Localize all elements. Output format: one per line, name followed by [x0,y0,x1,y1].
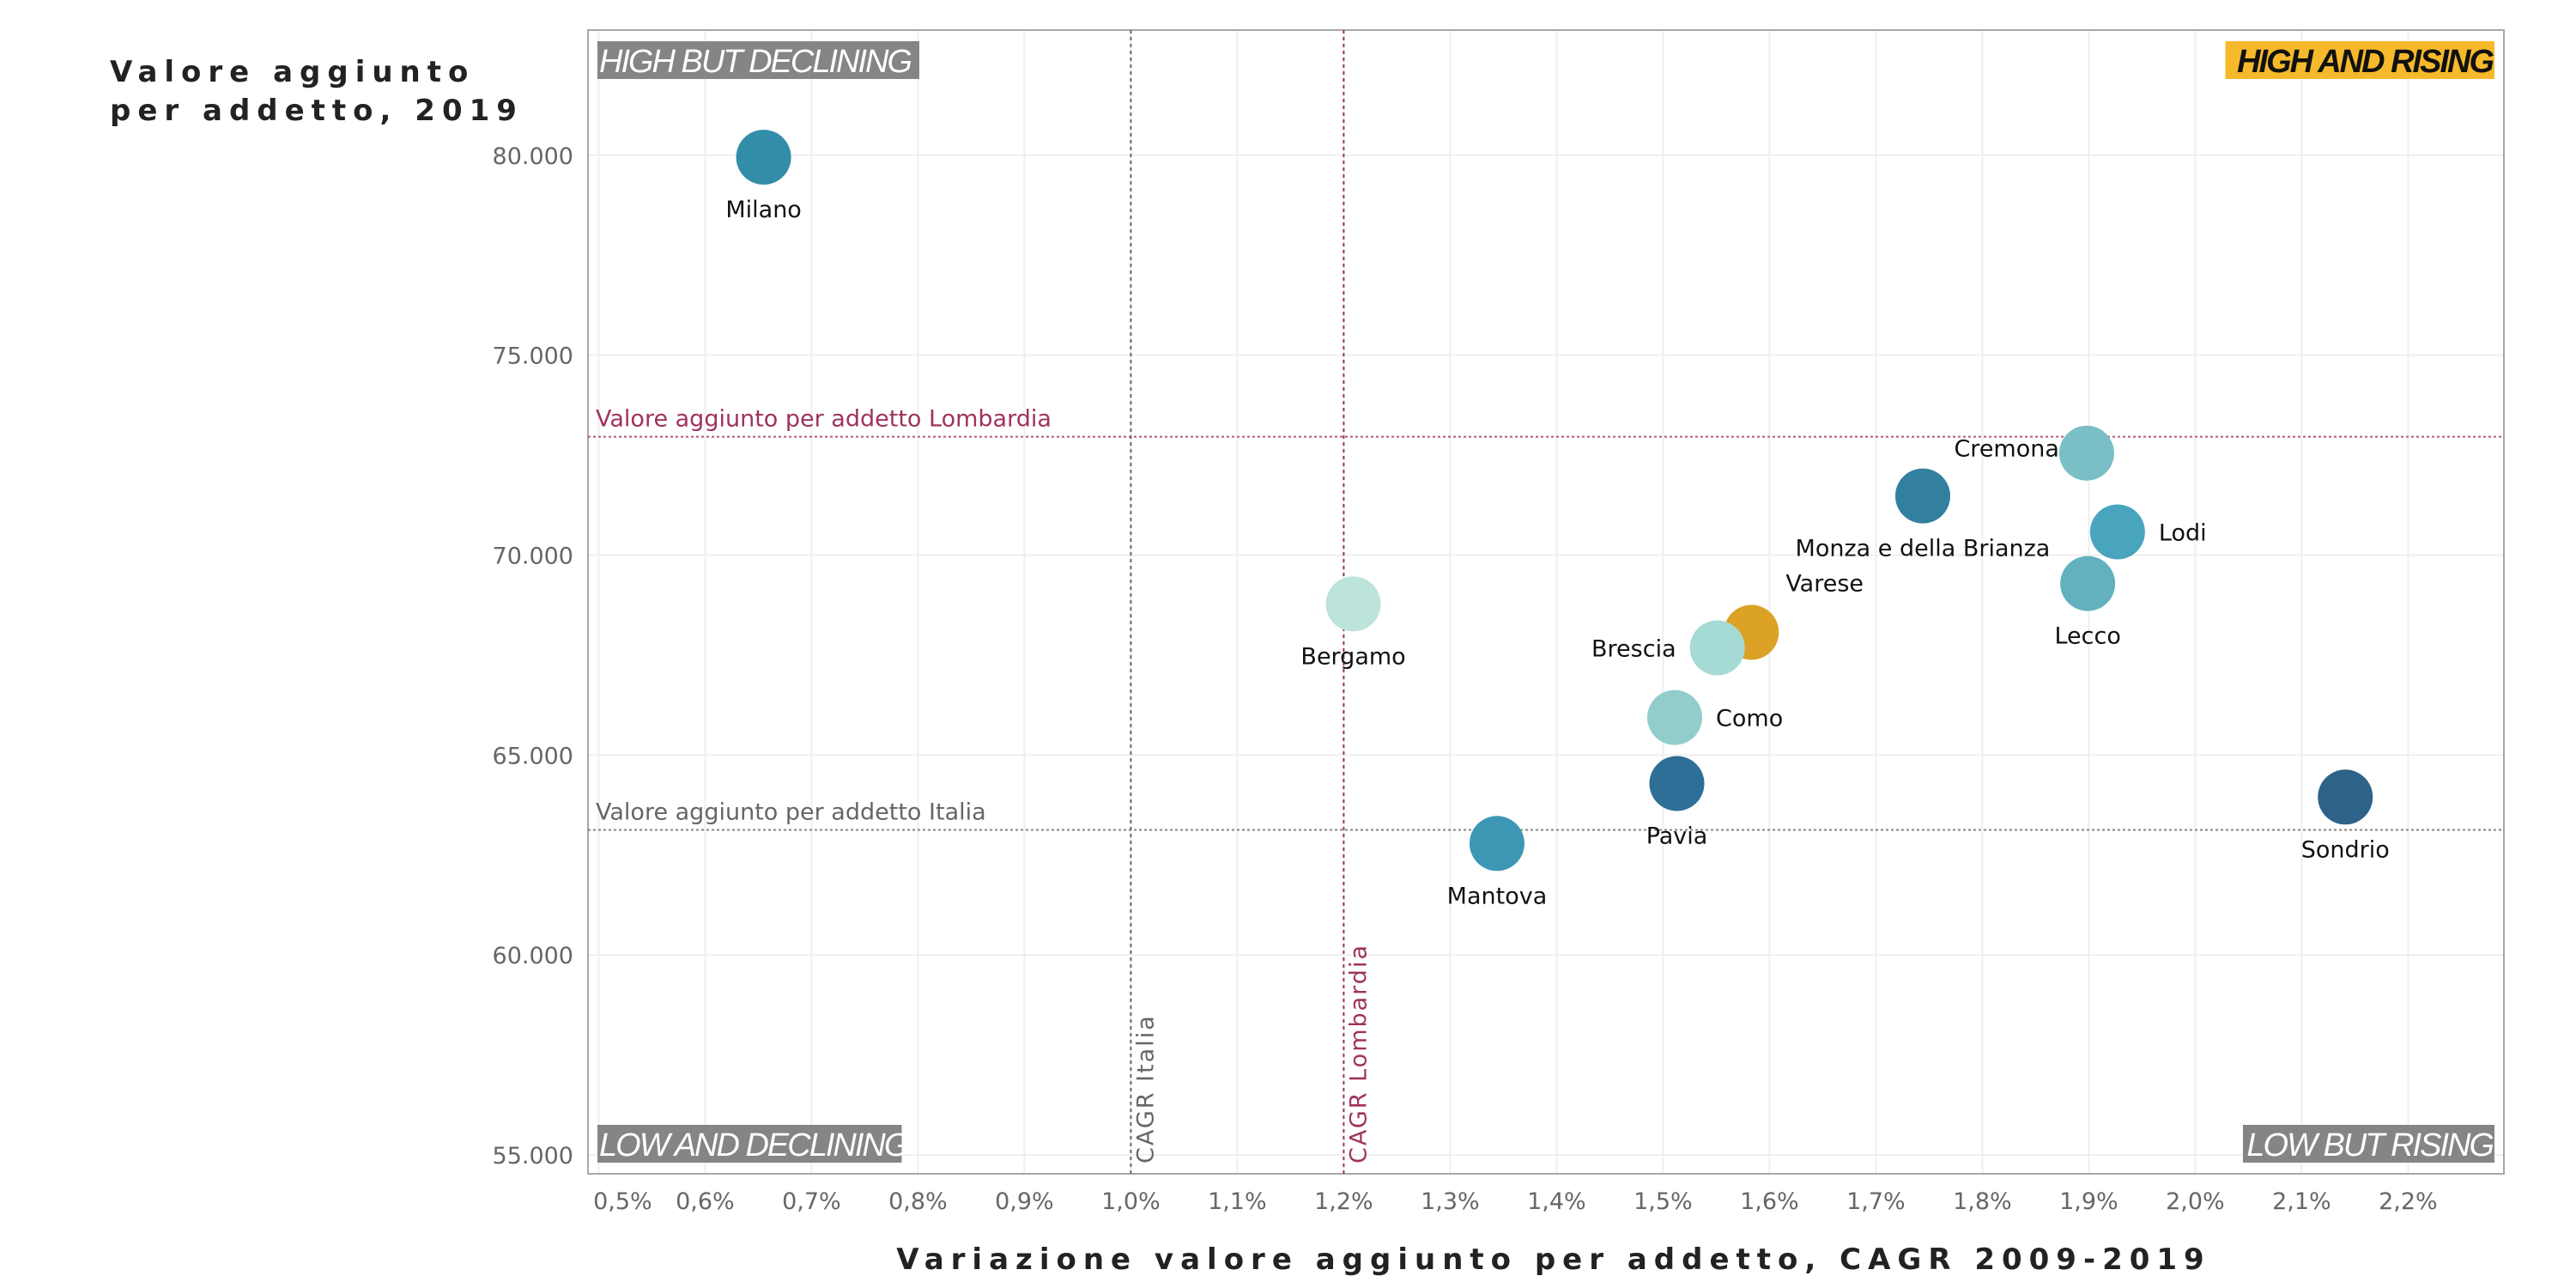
reference-line-label: Valore aggiunto per addetto Italia [596,799,986,825]
plot-border [587,29,2505,1175]
x-tick-label: 0,8% [888,1188,948,1215]
point-mantova [1469,816,1524,872]
x-tick-label: 2,1% [2272,1188,2331,1215]
point-label: Bergamo [1300,643,1405,670]
y-axis-title-line1: Valore aggiunto [110,55,475,89]
y-tick-label: 55.000 [493,1143,573,1170]
x-tick-label: 1,8% [1953,1188,2012,1215]
point-bergamo [1325,576,1381,632]
point-label: Sondrio [2301,836,2390,863]
x-axis-ticks: 0,5% 0,6% 0,7% 0,8% 0,9% 1,0% 1,1% 1,2% 1,3% 1,4%… [593,1188,2438,1215]
x-tick-label: 1,9% [2059,1188,2118,1215]
y-tick-label: 60.000 [493,943,573,969]
x-tick-label: 0,6% [676,1188,735,1215]
grid [588,30,2504,1174]
quadrant-label: LOW AND DECLINING [599,1127,908,1163]
point-lecco [2060,556,2116,611]
x-tick-label: 1,7% [1846,1188,1906,1215]
point-sondrio [2318,769,2373,825]
quadrant-label: HIGH AND RISING [2237,44,2494,80]
reference-line-label: CAGR Lombardia [1345,944,1372,1163]
quadrant-label-background [2243,1125,2494,1163]
x-tick-label: 0,7% [782,1188,841,1215]
x-tick-label: 2,2% [2379,1188,2438,1215]
x-tick-label: 2,0% [2166,1188,2225,1215]
point-label: Lodi [2159,519,2207,546]
x-tick-label: 1,6% [1740,1188,1799,1215]
x-tick-label: 1,1% [1208,1188,1267,1215]
x-axis-title: Variazione valore aggiunto per addetto, … [896,1242,2210,1277]
points: Milano Bergamo Mantova Pavia Como Varese Bresc… [725,130,2390,909]
x-tick-label: 1,3% [1421,1188,1480,1215]
point-pavia [1649,756,1705,811]
point-label: Mantova [1447,883,1548,909]
point-label: Lecco [2054,623,2120,650]
point-monza-e-della-brianza [1894,468,1950,524]
quadrant-label-background [597,1125,902,1163]
point-label: Milano [725,197,801,223]
quadrant-label: HIGH BUT DECLINING [599,44,911,80]
y-tick-label: 70.000 [493,544,573,570]
point-label: Como [1716,706,1783,732]
quadrant-label-background [2225,41,2494,79]
point-label: Varese [1785,570,1864,597]
y-tick-label: 65.000 [493,743,573,769]
point-brescia [1689,620,1745,676]
point-label: Brescia [1591,636,1676,663]
point-label: Cremona [1954,436,2058,463]
x-tick-label: 0,5% [593,1188,652,1215]
point-lodi [2089,504,2145,560]
quadrant-label-background [597,41,919,79]
reference-lines: Valore aggiunto per addetto Lombardia Val… [588,30,2504,1174]
reference-line-label: Valore aggiunto per addetto Lombardia [596,406,1052,433]
x-tick-label: 1,4% [1527,1188,1586,1215]
x-tick-label: 0,9% [995,1188,1054,1215]
y-axis-ticks: 55.000 60.000 65.000 70.000 75.000 80.000 [493,143,573,1170]
x-tick-label: 1,2% [1314,1188,1373,1215]
point-milano [736,130,791,185]
reference-line-label: CAGR Italia [1132,1014,1159,1163]
y-tick-label: 75.000 [493,343,573,370]
quadrant-label: LOW BUT RISING [2246,1127,2493,1163]
x-tick-label: 1,5% [1633,1188,1693,1215]
y-axis-title-line2: per addetto, 2019 [110,94,524,128]
point-label: Monza e della Brianza [1796,536,2051,562]
point-como [1647,690,1703,745]
y-tick-label: 80.000 [493,143,573,170]
point-cremona [2058,425,2114,481]
x-tick-label: 1,0% [1101,1188,1161,1215]
point-label: Pavia [1646,823,1708,849]
quadrant-labels: HIGH BUT DECLINING HIGH AND RISING LOW AND… [597,41,2495,1163]
